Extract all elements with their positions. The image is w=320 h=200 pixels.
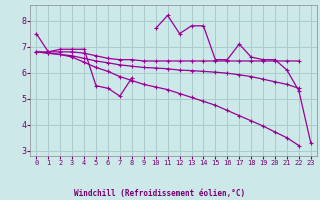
Text: Windchill (Refroidissement éolien,°C): Windchill (Refroidissement éolien,°C) (75, 189, 245, 198)
